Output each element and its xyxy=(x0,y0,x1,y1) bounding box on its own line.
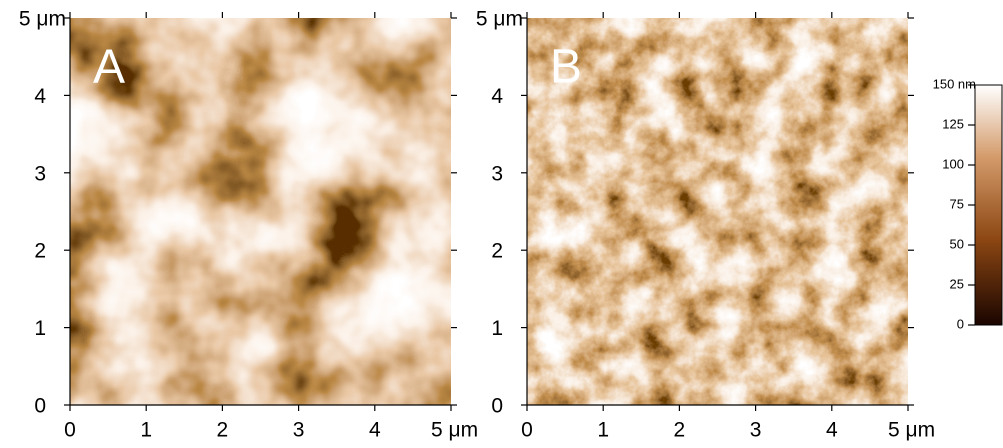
y-tick-label: 0 xyxy=(491,395,503,418)
y-tick-label: 1 xyxy=(34,317,46,340)
y-tick-label: 4 xyxy=(34,85,46,108)
y-tick-label: 3 xyxy=(34,162,46,185)
y-tick-label: 0 xyxy=(34,395,46,418)
x-tick-label: 5 μm xyxy=(888,419,935,442)
x-tick-label: 2 xyxy=(674,419,686,442)
y-tick-label: 3 xyxy=(491,162,503,185)
panel-label: B xyxy=(550,41,582,94)
afm-image-b xyxy=(527,18,908,405)
colorbar xyxy=(975,85,1002,325)
x-tick-label: 5 μm xyxy=(431,419,478,442)
colorbar-tick-label: 125 xyxy=(942,116,964,131)
x-tick-label: 0 xyxy=(64,419,76,442)
x-tick-label: 4 xyxy=(369,419,381,442)
colorbar-tick-label: 50 xyxy=(950,236,964,251)
x-tick-label: 1 xyxy=(597,419,609,442)
colorbar-tick-label: 100 xyxy=(942,156,964,171)
x-tick-label: 0 xyxy=(521,419,533,442)
x-tick-label: 2 xyxy=(217,419,229,442)
y-tick-label: 4 xyxy=(491,85,503,108)
x-tick-label: 1 xyxy=(140,419,152,442)
colorbar-tick-label: 150 nm xyxy=(933,76,976,91)
afm-image-a xyxy=(70,18,451,405)
panel-label: A xyxy=(93,41,125,94)
y-tick-label: 2 xyxy=(34,240,46,263)
x-tick-label: 4 xyxy=(826,419,838,442)
figure: A B 0 1 2 3 4 5 μm 0 1 2 3 4 5 μm 0 1 2 3 4 5 μm 0 1 2 3 4 5 μm… xyxy=(0,0,1003,443)
colorbar-tick-label: 25 xyxy=(950,276,964,291)
x-tick-label: 3 xyxy=(293,419,305,442)
y-tick-label: 2 xyxy=(491,240,503,263)
y-tick-label: 5 μm xyxy=(19,8,66,31)
y-tick-label: 1 xyxy=(491,317,503,340)
x-tick-label: 3 xyxy=(750,419,762,442)
y-tick-label: 5 μm xyxy=(476,8,523,31)
colorbar-tick-label: 0 xyxy=(957,316,964,331)
colorbar-tick-label: 75 xyxy=(950,196,964,211)
